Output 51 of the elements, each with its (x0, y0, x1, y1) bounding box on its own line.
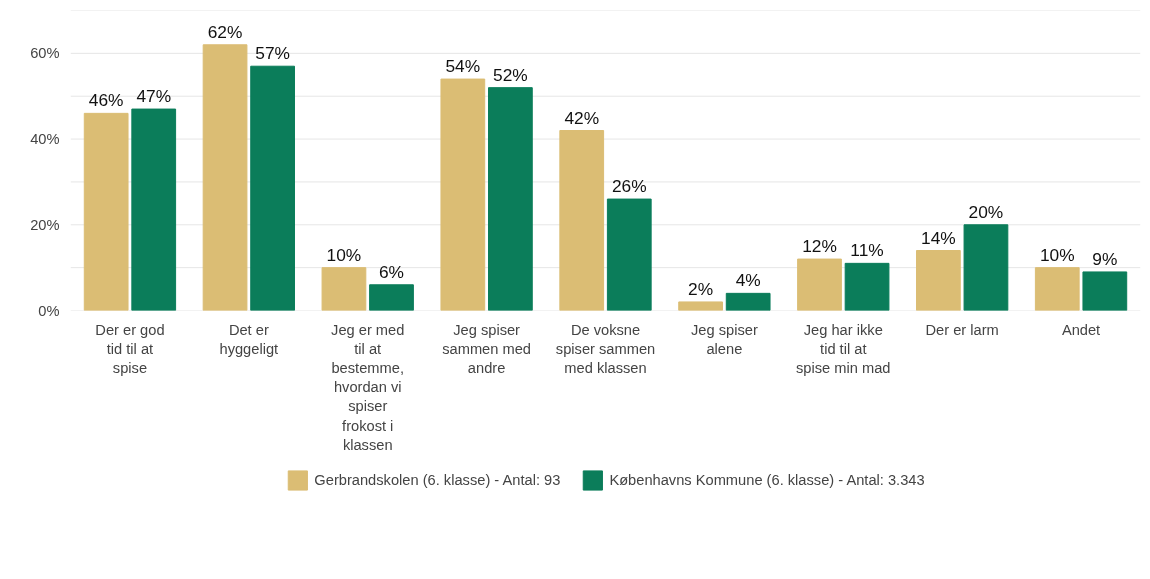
data-label: 46% (88, 90, 124, 111)
data-label: 47% (136, 86, 172, 107)
x-tick-label: Det er hyggeligt (219, 321, 279, 357)
bar (916, 250, 961, 311)
data-label: 4% (735, 270, 761, 291)
bar (250, 65, 295, 311)
bar (725, 292, 771, 311)
data-label: 6% (378, 261, 405, 282)
y-tick-label: 40% (30, 131, 60, 148)
x-tick-label: Jeg er med til at bestemme, hvordan vi spiser frokost i klassen (331, 321, 405, 453)
y-tick-label: 0% (38, 302, 60, 319)
data-label: 12% (802, 236, 837, 257)
data-label: 52% (493, 64, 528, 85)
data-label: 62% (207, 21, 243, 42)
data-label: 42% (564, 107, 600, 128)
data-label: 10% (1039, 244, 1075, 265)
data-label: 57% (255, 43, 290, 64)
bar (369, 284, 414, 311)
bar (797, 258, 842, 311)
data-label: 2% (688, 278, 714, 299)
bar (963, 224, 1009, 311)
x-tick-label: Der er larm (925, 321, 999, 338)
y-tick-label: 60% (30, 45, 60, 62)
legend-label: Gerbrandskolen (6. klasse) - Antal: 93 (314, 472, 561, 488)
x-tick-label: Jeg spiser sammen med andre (442, 321, 532, 376)
bar (559, 130, 605, 311)
y-tick-label: 20% (30, 216, 60, 233)
data-label: 20% (968, 201, 1004, 222)
bar (440, 78, 486, 311)
bar (131, 108, 177, 311)
bar (488, 87, 533, 311)
x-tick-label: De voksne spiser sammen med klassen (555, 321, 656, 376)
bar (83, 112, 129, 311)
legend-label: Københavns Kommune (6. klasse) - Antal: 3.343 (609, 472, 925, 488)
data-label: 9% (1092, 248, 1118, 269)
data-label: 14% (921, 227, 956, 248)
data-label: 10% (326, 244, 362, 265)
bar (321, 267, 367, 311)
x-tick-label: Jeg har ikke tid til at spise min mad (796, 321, 891, 376)
x-tick-label: Der er god tid til at spise (95, 321, 165, 376)
x-tick-label: Jeg spiser alene (690, 321, 758, 357)
bar (844, 262, 890, 311)
data-label: 54% (445, 56, 481, 77)
bar (1082, 271, 1128, 311)
data-label: 11% (850, 240, 884, 261)
bar (606, 198, 652, 311)
bar (202, 44, 248, 311)
bar (678, 301, 723, 311)
data-label: 26% (611, 176, 647, 197)
bar (1034, 267, 1080, 311)
x-tick-label: Andet (1061, 321, 1101, 338)
